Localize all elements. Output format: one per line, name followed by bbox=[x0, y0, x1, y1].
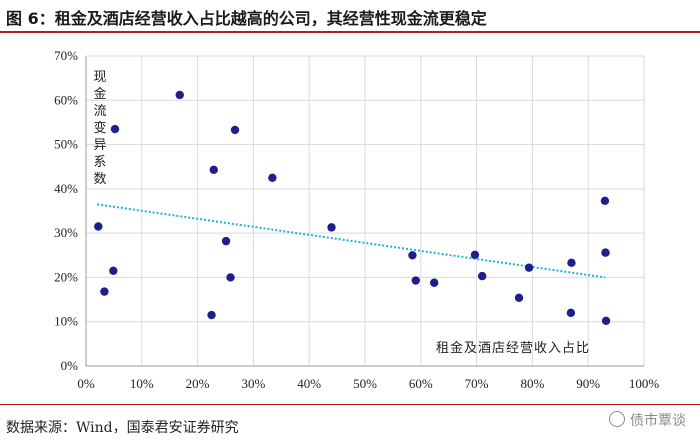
x-tick-label: 10% bbox=[130, 376, 154, 391]
y-tick-label: 30% bbox=[54, 225, 78, 240]
grid bbox=[86, 55, 645, 366]
data-point bbox=[221, 236, 231, 246]
top-rule bbox=[0, 31, 700, 33]
y-tick-label: 10% bbox=[54, 314, 78, 329]
x-tick-labels: 0% 10% 20% 30% 40% 50% 60% 70% 80% 90% 100% bbox=[77, 376, 659, 391]
y-axis-label: 现金流变异系数 bbox=[93, 70, 106, 187]
title-bar: 图 6：租金及酒店经营收入占比越高的公司，其经营性现金流更稳定 bbox=[0, 0, 700, 30]
data-point bbox=[327, 223, 336, 232]
data-point bbox=[566, 308, 576, 318]
x-tick-label: 70% bbox=[465, 376, 489, 391]
y-tick-label: 20% bbox=[54, 269, 78, 284]
data-point bbox=[524, 263, 534, 272]
watermark-text: 债市覃谈 bbox=[630, 413, 686, 429]
y-tick-label: 50% bbox=[54, 137, 78, 152]
data-point bbox=[175, 90, 184, 100]
scatter-chart: 0% 10% 20% 30% 40% 50% 60% 70% 0% 10% 20% 30% 40% 50… bbox=[54, 48, 659, 391]
data-point bbox=[567, 258, 576, 268]
y-tick-label: 0% bbox=[61, 358, 79, 373]
source-note: 数据来源：Wind，国泰君安证券研究 bbox=[6, 420, 239, 436]
data-point bbox=[110, 124, 120, 134]
data-point bbox=[207, 310, 216, 320]
data-point bbox=[514, 293, 524, 302]
wechat-icon bbox=[609, 411, 625, 427]
data-point bbox=[100, 287, 109, 296]
data-point bbox=[601, 316, 611, 326]
axes bbox=[85, 56, 644, 367]
x-tick-label: 30% bbox=[241, 376, 265, 391]
data-point bbox=[268, 173, 277, 182]
x-tick-label: 40% bbox=[297, 376, 321, 391]
data-point bbox=[429, 278, 439, 287]
data-point bbox=[226, 273, 235, 282]
x-axis-label: 租金及酒店经营收入占比 bbox=[436, 340, 590, 356]
data-points bbox=[94, 90, 611, 326]
data-point bbox=[94, 222, 103, 231]
trendline bbox=[97, 203, 606, 279]
x-tick-label: 60% bbox=[409, 376, 433, 391]
y-tick-label: 40% bbox=[54, 181, 78, 196]
y-tick-label: 60% bbox=[54, 92, 78, 107]
data-point bbox=[470, 250, 480, 260]
data-point bbox=[109, 266, 118, 275]
data-point bbox=[209, 165, 218, 175]
watermark: 债市覃谈 bbox=[609, 410, 686, 430]
data-point bbox=[408, 251, 417, 260]
x-tick-label: 100% bbox=[629, 376, 660, 391]
x-tick-label: 80% bbox=[520, 376, 544, 391]
bottom-rule bbox=[0, 404, 700, 405]
trendline-group bbox=[97, 203, 606, 279]
data-point bbox=[600, 196, 610, 206]
x-tick-label: 90% bbox=[576, 376, 600, 391]
figure-title: 图 6：租金及酒店经营收入占比越高的公司，其经营性现金流更稳定 bbox=[6, 9, 487, 28]
data-point bbox=[477, 271, 487, 281]
data-point bbox=[411, 276, 420, 285]
y-tick-label: 70% bbox=[54, 48, 78, 63]
x-tick-label: 20% bbox=[186, 376, 210, 391]
data-point bbox=[601, 248, 610, 257]
y-tick-labels: 0% 10% 20% 30% 40% 50% 60% 70% bbox=[54, 48, 78, 373]
x-tick-label: 0% bbox=[77, 376, 95, 391]
x-tick-label: 50% bbox=[353, 376, 377, 391]
data-point bbox=[230, 125, 240, 135]
